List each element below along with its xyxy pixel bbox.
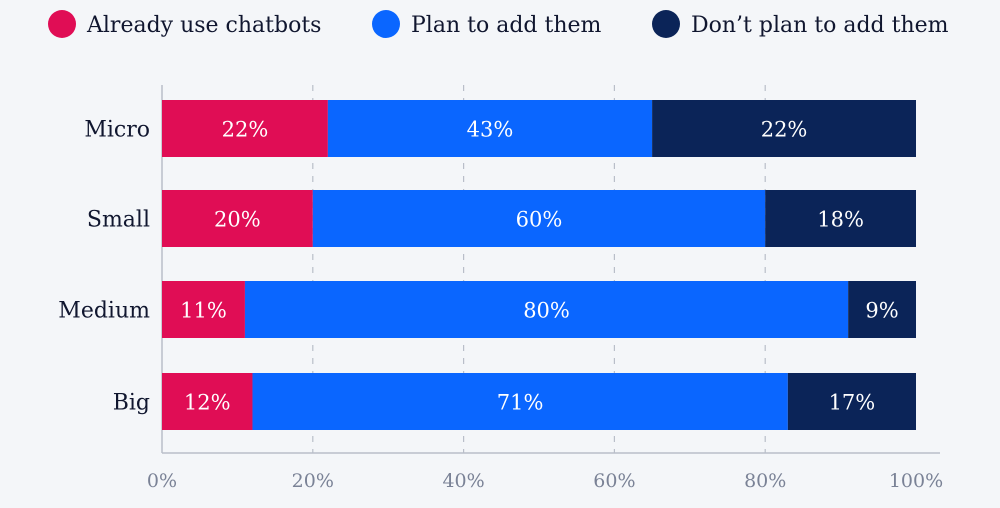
legend-marker-0: [48, 10, 76, 38]
data-label: 71%: [497, 391, 544, 415]
x-tick-label: 20%: [292, 470, 334, 492]
category-label: Big: [113, 391, 150, 416]
legend-label: Plan to add them: [411, 13, 602, 38]
bar-segment: [652, 100, 916, 157]
data-label: 12%: [184, 391, 231, 415]
category-label: Micro: [84, 118, 150, 143]
bar-segment: [162, 281, 245, 338]
data-label: 18%: [817, 208, 864, 232]
bar-segment: [162, 100, 328, 157]
legend-label: Don’t plan to add them: [691, 13, 949, 38]
data-label: 11%: [180, 299, 227, 323]
category-label: Medium: [58, 299, 150, 324]
category-label: Small: [87, 208, 150, 233]
bar-segment: [787, 373, 916, 430]
data-label: 17%: [829, 391, 876, 415]
bar-segment: [252, 373, 788, 430]
x-tick-label: 100%: [889, 470, 943, 492]
bar-segment: [327, 100, 653, 157]
legend-marker-1: [372, 10, 400, 38]
bar-segment: [244, 281, 849, 338]
bar-segment: [162, 190, 313, 247]
data-label: 60%: [516, 208, 563, 232]
data-label: 80%: [523, 299, 570, 323]
legend-marker-2: [652, 10, 680, 38]
data-label: 9%: [865, 299, 898, 323]
bar-segment: [312, 190, 766, 247]
data-label: 22%: [761, 118, 808, 142]
bar-segment: [162, 373, 253, 430]
x-tick-label: 80%: [744, 470, 786, 492]
bar-segment: [765, 190, 916, 247]
x-tick-label: 40%: [442, 470, 484, 492]
data-label: 20%: [214, 208, 261, 232]
data-label: 22%: [222, 118, 269, 142]
data-label: 43%: [467, 118, 514, 142]
x-tick-label: 60%: [593, 470, 635, 492]
bar-segment: [848, 281, 916, 338]
legend-label: Already use chatbots: [86, 13, 321, 38]
x-tick-label: 0%: [147, 470, 177, 492]
